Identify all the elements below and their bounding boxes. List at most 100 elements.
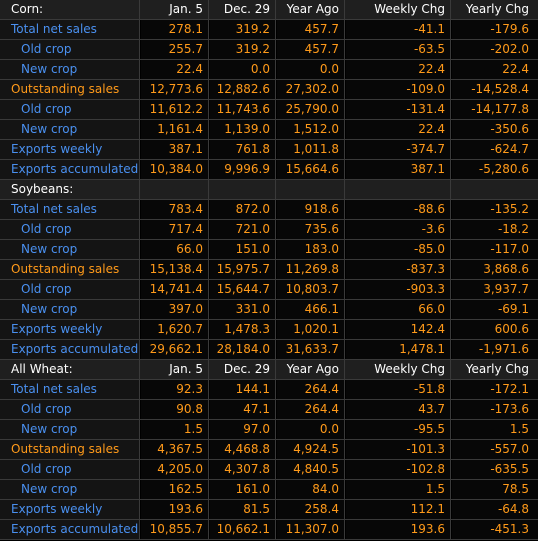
- row-label: Exports weekly: [0, 140, 140, 159]
- table-row: Old crop 90.8 47.1 264.4 43.7 -173.6: [0, 400, 538, 420]
- value-cell: -5,280.6: [452, 160, 538, 179]
- value-cell: 255.7: [141, 40, 209, 59]
- value-cell: 144.1: [210, 380, 276, 399]
- header-blank-cell: [452, 180, 538, 199]
- value-cell: 84.0: [277, 480, 345, 499]
- value-cell: 43.7: [346, 400, 451, 419]
- section-title: Corn:: [0, 0, 140, 19]
- row-label: Old crop: [0, 400, 140, 419]
- value-cell: 47.1: [210, 400, 276, 419]
- value-cell: -102.8: [346, 460, 451, 479]
- value-cell: 783.4: [141, 200, 209, 219]
- row-label: Exports accumulated: [0, 520, 140, 539]
- value-cell: 15,975.7: [210, 260, 276, 279]
- value-cell: 10,384.0: [141, 160, 209, 179]
- value-cell: 1,512.0: [277, 120, 345, 139]
- row-label: Exports weekly: [0, 320, 140, 339]
- row-label: Total net sales: [0, 380, 140, 399]
- row-label: Old crop: [0, 460, 140, 479]
- value-cell: 10,803.7: [277, 280, 345, 299]
- row-label: New crop: [0, 480, 140, 499]
- value-cell: 22.4: [452, 60, 538, 79]
- value-cell: 600.6: [452, 320, 538, 339]
- value-cell: 4,468.8: [210, 440, 276, 459]
- table-row: Outstanding sales 15,138.4 15,975.7 11,269.…: [0, 260, 538, 280]
- value-cell: -64.8: [452, 500, 538, 519]
- section-title: All Wheat:: [0, 360, 140, 379]
- value-cell: 872.0: [210, 200, 276, 219]
- value-cell: 264.4: [277, 380, 345, 399]
- value-cell: 3,937.7: [452, 280, 538, 299]
- value-cell: 1,478.1: [346, 340, 451, 359]
- header-blank-cell: [141, 180, 209, 199]
- value-cell: 1,020.1: [277, 320, 345, 339]
- table-row: New crop 1,161.4 1,139.0 1,512.0 22.4 -350.6: [0, 120, 538, 140]
- value-cell: -41.1: [346, 20, 451, 39]
- value-cell: 29,662.1: [141, 340, 209, 359]
- value-cell: 66.0: [346, 300, 451, 319]
- value-cell: 1,161.4: [141, 120, 209, 139]
- table-row: New crop 397.0 331.0 466.1 66.0 -69.1: [0, 300, 538, 320]
- value-cell: 161.0: [210, 480, 276, 499]
- value-cell: -101.3: [346, 440, 451, 459]
- value-cell: 193.6: [346, 520, 451, 539]
- column-header: Dec. 29: [210, 0, 276, 19]
- row-label: Exports accumulated: [0, 160, 140, 179]
- value-cell: 4,924.5: [277, 440, 345, 459]
- table-row: Old crop 717.4 721.0 735.6 -3.6 -18.2: [0, 220, 538, 240]
- value-cell: -109.0: [346, 80, 451, 99]
- value-cell: 0.0: [277, 60, 345, 79]
- value-cell: 151.0: [210, 240, 276, 259]
- value-cell: 31,633.7: [277, 340, 345, 359]
- value-cell: 25,790.0: [277, 100, 345, 119]
- table-row: Exports accumulated 10,855.7 10,662.1 11,30…: [0, 520, 538, 540]
- column-header: Year Ago: [277, 360, 345, 379]
- value-cell: 11,269.8: [277, 260, 345, 279]
- value-cell: 15,644.7: [210, 280, 276, 299]
- value-cell: 319.2: [210, 20, 276, 39]
- row-label: New crop: [0, 60, 140, 79]
- value-cell: 10,662.1: [210, 520, 276, 539]
- value-cell: 1,620.7: [141, 320, 209, 339]
- value-cell: 397.0: [141, 300, 209, 319]
- value-cell: 4,367.5: [141, 440, 209, 459]
- row-label: Exports weekly: [0, 500, 140, 519]
- value-cell: 1,139.0: [210, 120, 276, 139]
- value-cell: 22.4: [141, 60, 209, 79]
- table-row: Total net sales 783.4 872.0 918.6 -88.6 -135.…: [0, 200, 538, 220]
- value-cell: 0.0: [277, 420, 345, 439]
- header-blank-cell: [210, 180, 276, 199]
- section-header-row: All Wheat: Jan. 5 Dec. 29 Year Ago Weekly Ch…: [0, 360, 538, 380]
- table-row: Exports weekly 193.6 81.5 258.4 112.1 -64.8: [0, 500, 538, 520]
- row-label: Total net sales: [0, 200, 140, 219]
- row-label: Outstanding sales: [0, 80, 140, 99]
- value-cell: -557.0: [452, 440, 538, 459]
- table-row: New crop 162.5 161.0 84.0 1.5 78.5: [0, 480, 538, 500]
- value-cell: 1.5: [346, 480, 451, 499]
- column-header: Jan. 5: [141, 360, 209, 379]
- value-cell: 1,011.8: [277, 140, 345, 159]
- value-cell: -837.3: [346, 260, 451, 279]
- column-header: Dec. 29: [210, 360, 276, 379]
- value-cell: 66.0: [141, 240, 209, 259]
- value-cell: 4,840.5: [277, 460, 345, 479]
- row-label: Old crop: [0, 280, 140, 299]
- table-row: Outstanding sales 4,367.5 4,468.8 4,924.5 -1…: [0, 440, 538, 460]
- value-cell: 735.6: [277, 220, 345, 239]
- value-cell: 264.4: [277, 400, 345, 419]
- value-cell: -63.5: [346, 40, 451, 59]
- value-cell: 4,307.8: [210, 460, 276, 479]
- value-cell: 3,868.6: [452, 260, 538, 279]
- value-cell: 4,205.0: [141, 460, 209, 479]
- value-cell: 81.5: [210, 500, 276, 519]
- row-label: New crop: [0, 300, 140, 319]
- value-cell: 11,307.0: [277, 520, 345, 539]
- row-label: Old crop: [0, 220, 140, 239]
- value-cell: -135.2: [452, 200, 538, 219]
- value-cell: -14,528.4: [452, 80, 538, 99]
- row-label: Exports accumulated: [0, 340, 140, 359]
- value-cell: -131.4: [346, 100, 451, 119]
- column-header: Year Ago: [277, 0, 345, 19]
- table-row: New crop 66.0 151.0 183.0 -85.0 -117.0: [0, 240, 538, 260]
